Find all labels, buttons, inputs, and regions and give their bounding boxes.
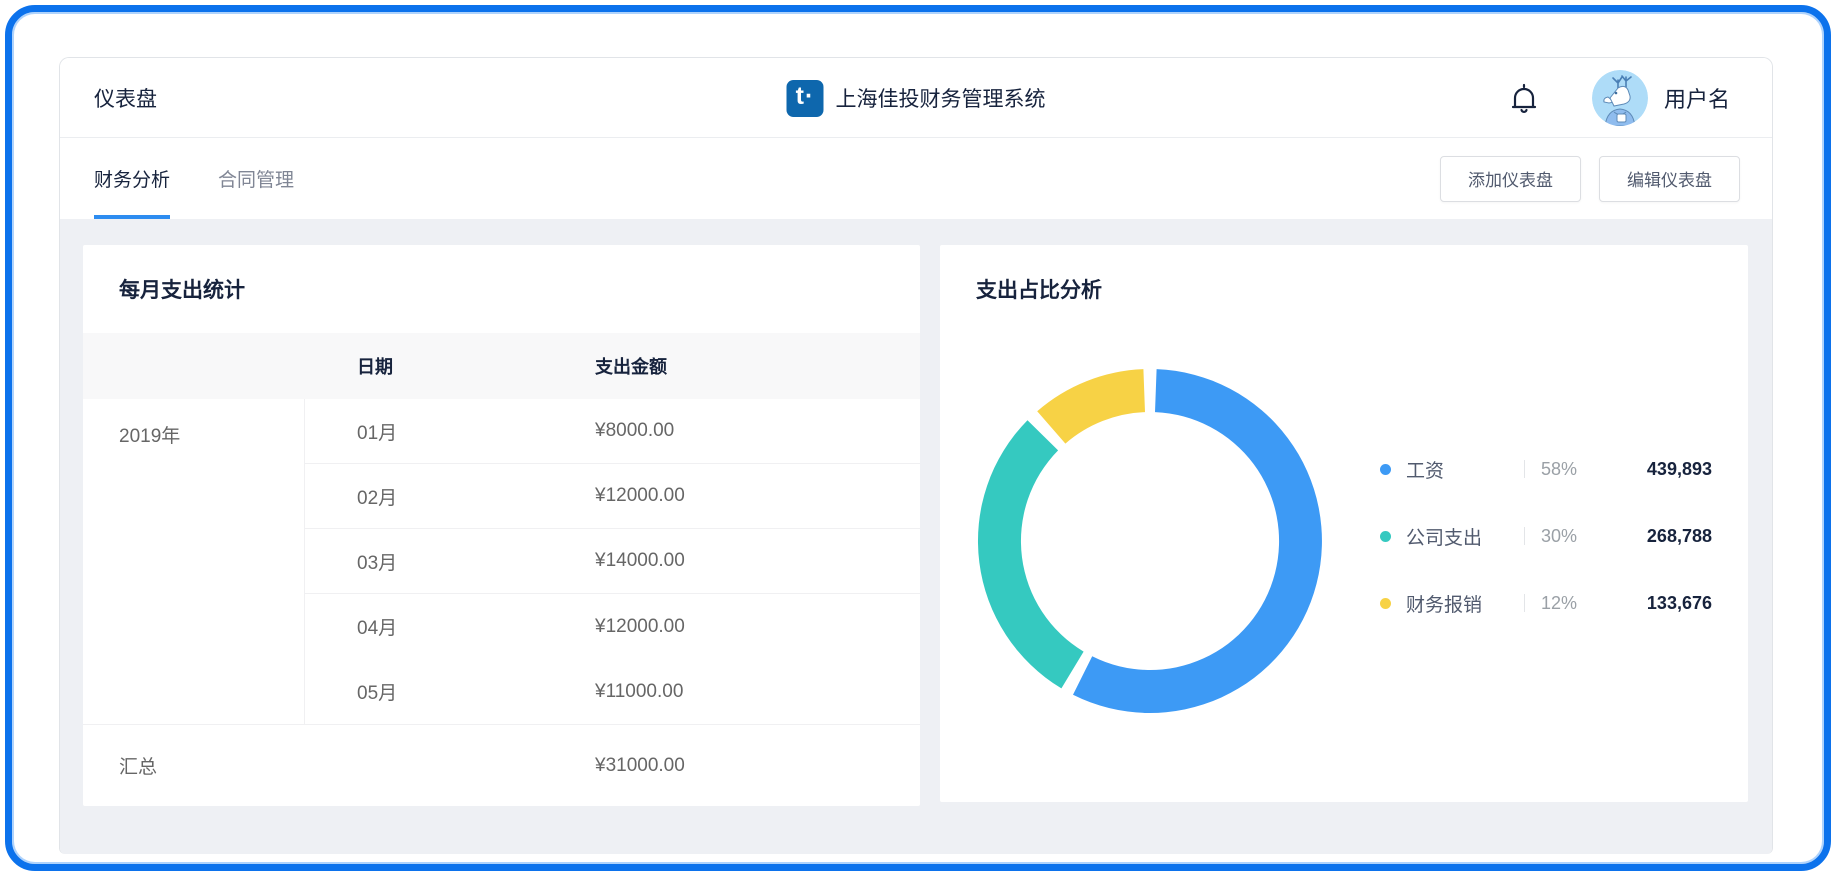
notification-bell-icon[interactable] (1510, 82, 1538, 114)
chart-legend: 工资 58% 439,893 公司支出 30% 268,788 (1380, 449, 1712, 650)
table-header-row: 日期 支出金额 (83, 333, 920, 399)
page-title: 仪表盘 (94, 87, 157, 111)
amount-cell: ¥14000.00 (595, 550, 685, 571)
legend-dot-icon (1380, 463, 1391, 475)
table-row: 02月 ¥12000.00 (305, 464, 920, 529)
amount-cell: ¥11000.00 (595, 680, 684, 702)
legend-value: 133,676 (1646, 592, 1712, 613)
tab-contract-management[interactable]: 合同管理 (218, 170, 295, 191)
summary-amount: ¥31000.00 (595, 754, 685, 776)
toolbar: 添加仪表盘 编辑仪表盘 (1440, 138, 1740, 219)
legend-value: 268,788 (1646, 525, 1712, 546)
amount-cell: ¥12000.00 (595, 485, 685, 506)
legend-percent: 12% (1541, 592, 1578, 613)
brand-logo-icon: t· (786, 79, 824, 117)
month-cell: 05月 (357, 683, 398, 704)
legend-item-reimbursement: 财务报销 12% 133,676 (1380, 583, 1712, 623)
legend-label: 工资 (1406, 460, 1445, 482)
table-row: 03月 ¥14000.00 (305, 529, 920, 594)
column-header-date: 日期 (357, 357, 393, 377)
brand-name: 上海佳投财务管理系统 (835, 88, 1046, 111)
year-cell: 2019年 (83, 399, 305, 724)
legend-percent: 58% (1541, 458, 1578, 479)
month-cell: 02月 (357, 487, 398, 509)
donut-chart-title: 支出占比分析 (976, 279, 1102, 302)
month-rows: 01月 ¥8000.00 02月 ¥12000.00 03月 ¥14000.00 (305, 399, 920, 724)
table-row: 04月 ¥12000.00 (305, 594, 920, 659)
legend-item-company-expense: 公司支出 30% 268,788 (1380, 516, 1712, 556)
legend-percent: 30% (1541, 525, 1578, 546)
brand: t· 上海佳投财务管理系统 (786, 58, 1046, 138)
app-header: 仪表盘 t· 上海佳投财务管理系统 (60, 58, 1772, 138)
donut-slice (977, 420, 1084, 689)
legend-dot-icon (1380, 530, 1391, 542)
donut-slice (1073, 369, 1322, 713)
expense-table-title: 每月支出统计 (119, 279, 245, 302)
legend-label: 公司支出 (1406, 527, 1483, 549)
table-body: 2019年 01月 ¥8000.00 02月 ¥12000.00 03月 ¥14 (83, 399, 920, 724)
column-header-amount: 支出金额 (595, 357, 667, 377)
app-panel: 仪表盘 t· 上海佳投财务管理系统 (59, 57, 1773, 854)
legend-dot-icon (1380, 597, 1391, 609)
legend-item-salary: 工资 58% 439,893 (1380, 449, 1712, 489)
donut-slice (1037, 369, 1145, 444)
month-cell: 01月 (357, 422, 398, 444)
table-row: 05月 ¥11000.00 (305, 659, 920, 724)
edit-dashboard-button[interactable]: 编辑仪表盘 (1599, 155, 1740, 202)
legend-label: 财务报销 (1406, 594, 1483, 616)
user-name[interactable]: 用户名 (1663, 86, 1730, 112)
legend-divider (1524, 527, 1525, 545)
expense-proportion-card: 支出占比分析 工资 58% 439,893 公司支出 30% (940, 245, 1748, 802)
legend-divider (1524, 594, 1525, 612)
summary-label: 汇总 (119, 757, 158, 778)
add-dashboard-button[interactable]: 添加仪表盘 (1440, 155, 1581, 202)
content-area: 每月支出统计 日期 支出金额 2019年 01月 ¥8000.00 02月 (60, 219, 1772, 854)
tab-bar: 财务分析 合同管理 添加仪表盘 编辑仪表盘 (60, 138, 1772, 219)
donut-chart (977, 369, 1322, 713)
table-row: 01月 ¥8000.00 (305, 399, 920, 464)
summary-row: 汇总 ¥31000.00 (83, 724, 920, 806)
legend-divider (1524, 460, 1525, 478)
month-cell: 04月 (357, 618, 398, 639)
month-cell: 03月 (357, 552, 398, 574)
tabs: 财务分析 合同管理 (94, 138, 294, 219)
amount-cell: ¥8000.00 (595, 420, 675, 441)
header-right: 用户名 (1510, 69, 1730, 126)
legend-value: 439,893 (1646, 458, 1712, 479)
user-avatar[interactable] (1591, 69, 1648, 126)
monthly-expense-card: 每月支出统计 日期 支出金额 2019年 01月 ¥8000.00 02月 (83, 245, 920, 806)
tab-financial-analysis[interactable]: 财务分析 (94, 138, 171, 219)
amount-cell: ¥12000.00 (595, 615, 685, 637)
